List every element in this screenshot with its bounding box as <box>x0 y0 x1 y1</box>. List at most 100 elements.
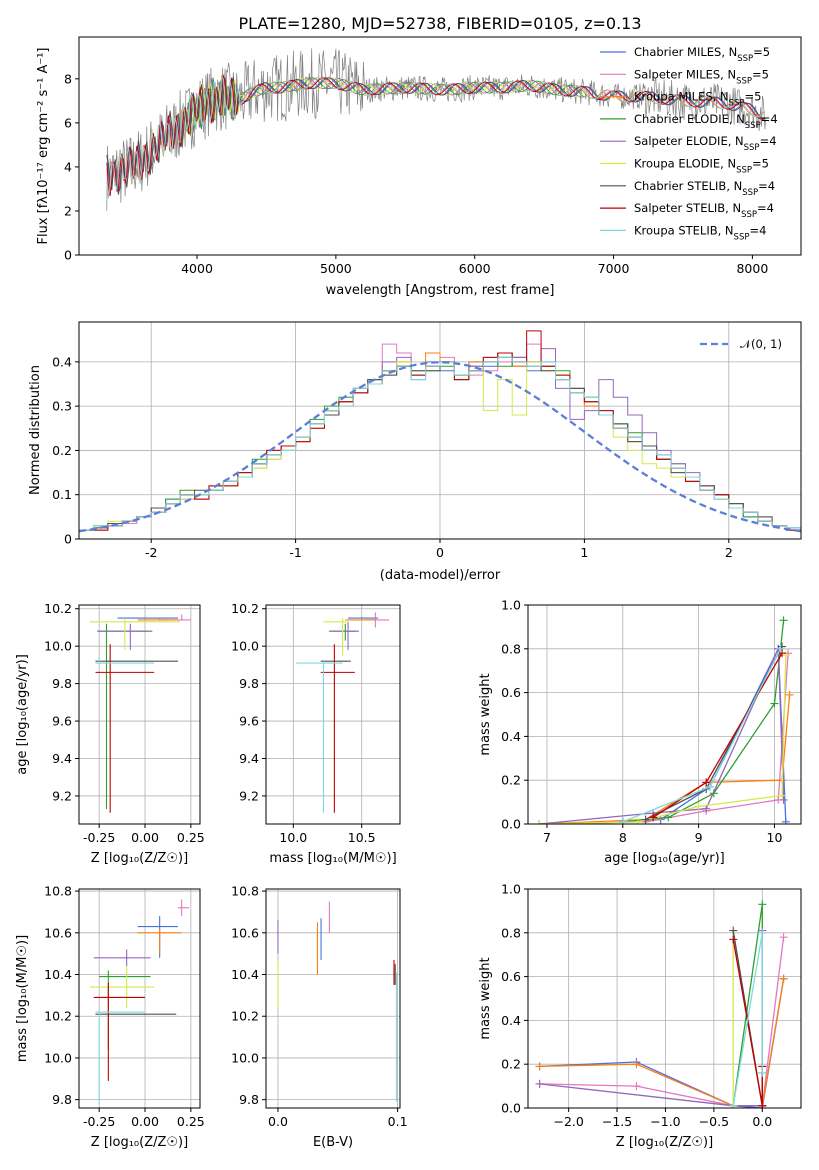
y-tick-label: 9.6 <box>239 714 259 729</box>
plot-area <box>79 330 801 539</box>
x-tick-label: 0.0 <box>268 1114 288 1129</box>
point-marker-chabrier_stelib <box>729 926 738 935</box>
x-axis-label: Z [log₁₀(Z/Z☉)] <box>616 1135 713 1150</box>
point-marker-chabrier_elodie <box>770 699 779 708</box>
y-tick-label: 10.6 <box>231 925 259 940</box>
plot-area <box>277 901 397 1102</box>
model-spectrum-kroupa_stelib <box>106 76 766 199</box>
x-tick-label: -0.25 <box>83 1114 115 1129</box>
point-marker-kroupa_elodie <box>778 791 787 800</box>
x-tick-label: 8000 <box>736 261 768 276</box>
histogram-legend: 𝒩(0, 1) <box>700 337 782 351</box>
axes-frame <box>527 888 802 1109</box>
x-tick-label: 10.0 <box>279 830 307 845</box>
legend-entry: Kroupa ELODIE, NSSP=5 <box>634 157 769 176</box>
y-tick-label: 10.8 <box>44 884 72 899</box>
y-tick-label: 0.1 <box>52 487 72 502</box>
x-tick-label: 0.1 <box>388 1114 408 1129</box>
x-tick-label: 0 <box>436 545 444 560</box>
y-tick-label: 10.2 <box>231 1009 259 1024</box>
point-marker-kroupa_elodie <box>694 802 703 811</box>
y-tick-label: 9.6 <box>52 714 72 729</box>
y-tick-label: 9.8 <box>52 1092 72 1107</box>
plot-area <box>90 899 189 1104</box>
age_vs_mass-panel: 10.0 10.5 9.2 9.4 9.6 9.8 10.0 10.2 mass [log₁₀(… <box>231 601 401 866</box>
x-tick-label: 9 <box>695 830 703 845</box>
x-axis-label: age [log₁₀(age/yr)] <box>604 851 725 866</box>
massweight_vs_Z-panel: −2.0 −1.5 −1.0 −0.5 0.0 0.0 0.2 0.4 0.6 0.8 1.0 Z [… <box>478 882 802 1150</box>
point-marker-salpeter_stelib <box>778 649 787 658</box>
point-marker-salpeter_elodie <box>779 795 788 804</box>
model-spectrum-salpeter_stelib <box>106 75 766 196</box>
y-axis-label: mass weight <box>478 957 493 1039</box>
axes-frame <box>78 604 201 825</box>
series-line-kroupa_elodie <box>539 655 787 824</box>
x-tick-label: 0.25 <box>177 1114 205 1129</box>
series-line-kroupa_stelib <box>622 648 782 823</box>
y-tick-label: 0.4 <box>501 729 521 744</box>
point-marker-chabrier_elodie <box>779 616 788 625</box>
point-marker-kroupa_stelib <box>706 782 714 791</box>
age_vs_Z-panel: -0.25 0.00 0.25 9.2 9.4 9.6 9.8 10.0 10.2 Z [log₁… <box>15 601 205 866</box>
y-tick-label: 10.0 <box>44 639 72 654</box>
histogram-ylabel: Normed distribution <box>28 365 43 495</box>
y-tick-label: 9.2 <box>52 788 72 803</box>
spectrum-xlabel: wavelength [Angstrom, rest frame] <box>326 283 555 298</box>
legend-entry: Salpeter ELODIE, NSSP=4 <box>634 134 777 153</box>
point-marker-kroupa_stelib <box>758 1068 767 1077</box>
legend-entry: Salpeter STELIB, NSSP=4 <box>634 201 774 220</box>
x-tick-label: 0.00 <box>131 830 159 845</box>
point-marker-kroupa_miles <box>785 690 794 699</box>
y-tick-label: 4 <box>64 159 72 174</box>
point-marker-chabrier_stelib <box>641 815 650 824</box>
y-tick-label: 9.8 <box>239 676 259 691</box>
y-tick-label: 0.8 <box>501 925 521 940</box>
legend-entry: Chabrier ELODIE, NSSP=4 <box>634 112 778 131</box>
histogram-step-kroupa_stelib <box>79 356 801 539</box>
legend-entry: Chabrier STELIB, NSSP=4 <box>634 179 775 198</box>
y-tick-label: 9.2 <box>239 788 259 803</box>
x-axis-label: Z [log₁₀(Z/Z☉)] <box>91 851 188 866</box>
x-tick-label: 5000 <box>320 261 352 276</box>
y-tick-label: 10.0 <box>231 1050 259 1065</box>
y-tick-label: 0.2 <box>501 1057 521 1072</box>
legend-entry: Kroupa MILES, NSSP=5 <box>634 90 761 109</box>
x-axis-label: E(B-V) <box>313 1135 353 1150</box>
y-tick-label: 0 <box>64 248 72 263</box>
axes-frame <box>265 888 401 1109</box>
point-marker-salpeter_miles <box>632 1082 641 1091</box>
legend-entry: 𝒩(0, 1) <box>740 337 782 351</box>
point-marker-kroupa_stelib <box>729 1101 738 1108</box>
x-tick-label: 0.00 <box>131 1114 159 1129</box>
point-marker-salpeter_stelib <box>649 813 658 822</box>
y-tick-label: 0.0 <box>501 1101 521 1116</box>
x-tick-label: 1 <box>580 545 588 560</box>
spectrum-panel: PLATE=1280, MJD=52738, FIBERID=0105, z=0… <box>36 14 802 298</box>
y-tick-label: 0.2 <box>501 773 521 788</box>
y-tick-label: 10.8 <box>231 884 259 899</box>
y-tick-label: 0.6 <box>501 685 521 700</box>
point-marker-kroupa_stelib <box>776 644 785 653</box>
y-tick-label: 0.4 <box>52 354 72 369</box>
massweight_vs_age-panel: 7 8 9 10 0.0 0.2 0.4 0.6 0.8 1.0 age [log₁₀(age/yr… <box>478 598 802 866</box>
y-tick-label: 10.2 <box>44 1009 72 1024</box>
y-tick-label: 9.4 <box>239 751 259 766</box>
series-line-salpeter_elodie <box>539 930 763 1107</box>
plot-area <box>535 616 794 824</box>
model-spectrum-chabrier_elodie <box>182 77 585 133</box>
plot-area <box>535 900 788 1108</box>
point-marker-chabrier_miles <box>781 817 790 824</box>
series-line-kroupa_miles <box>539 978 785 1107</box>
y-tick-label: 10.4 <box>231 967 259 982</box>
y-tick-label: 10.2 <box>231 601 259 616</box>
plot-area <box>296 612 390 813</box>
residual-histogram-panel: -2 -1 0 1 2 0 0.1 0.2 0.3 0.4 𝒩(0, 1) (data-model)… <box>28 321 802 583</box>
y-tick-label: 1.0 <box>501 598 521 613</box>
y-tick-label: 0.0 <box>501 817 521 832</box>
spectrum-ylabel: Flux [fλ10⁻¹⁷ erg cm⁻² s⁻¹ A⁻¹] <box>36 48 51 245</box>
point-marker-salpeter_stelib <box>702 778 711 787</box>
observed-spectrum-line <box>106 48 767 212</box>
plot-area <box>90 614 191 813</box>
spectrum-title: PLATE=1280, MJD=52738, FIBERID=0105, z=0… <box>238 14 641 33</box>
